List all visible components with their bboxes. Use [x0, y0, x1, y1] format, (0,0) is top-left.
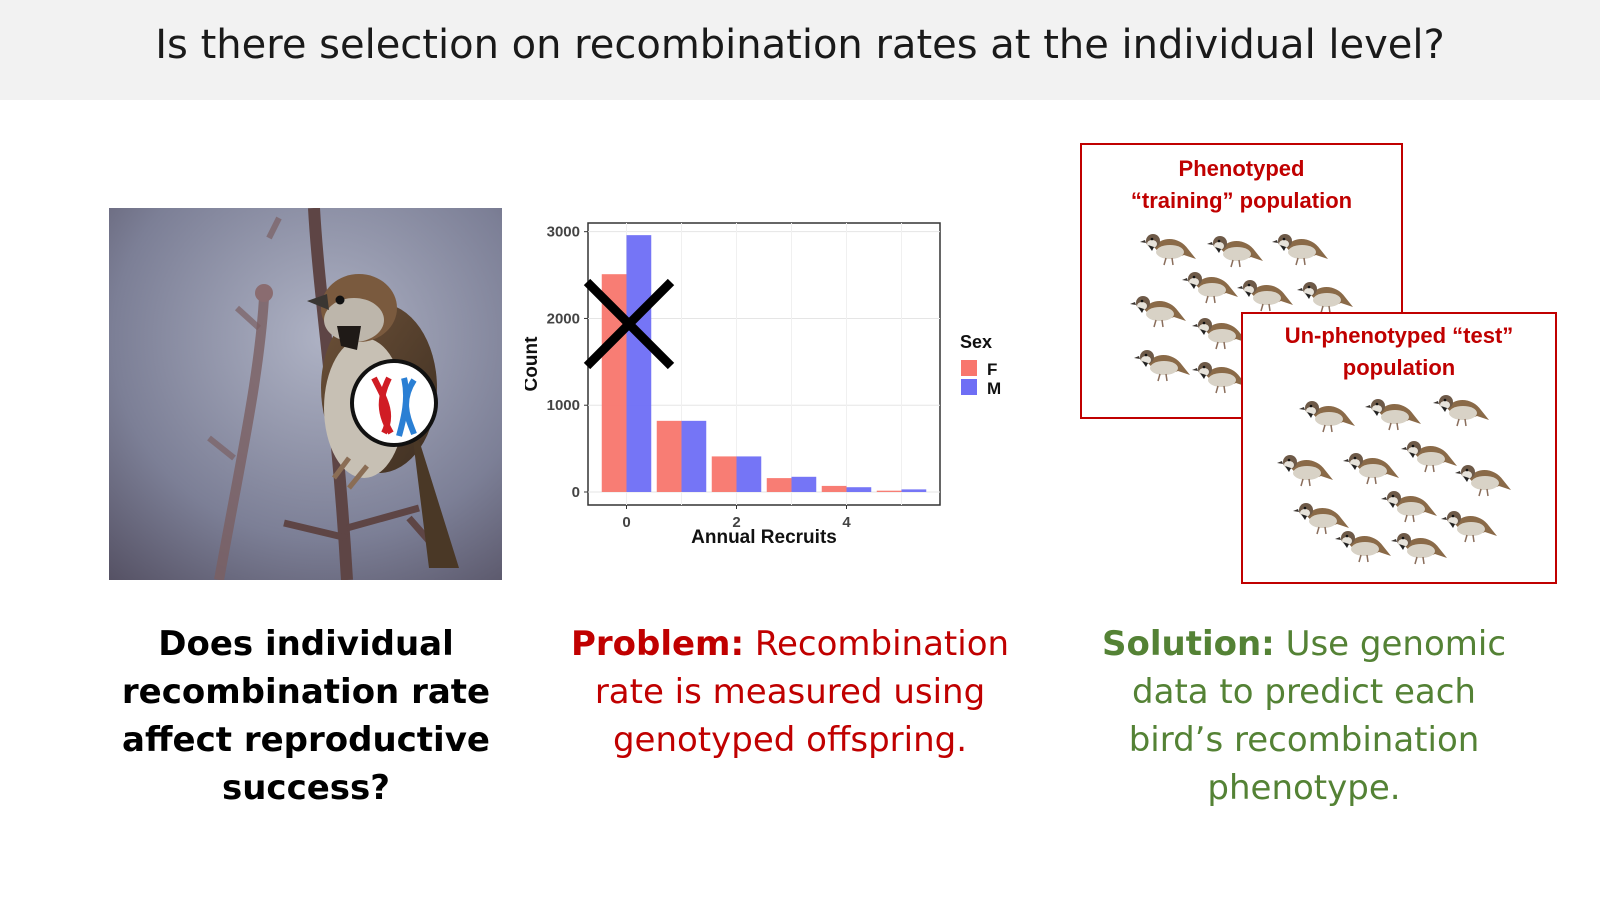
y-tick-labels: 0 1000 2000 3000: [547, 224, 580, 501]
sparrow-icon: [1433, 386, 1491, 430]
solution-text: Use genomic data to predict each bird’s …: [1128, 624, 1507, 808]
sparrow-icon: [1299, 392, 1357, 436]
sparrow-icon: [1401, 432, 1459, 476]
title-band: [0, 0, 1600, 100]
legend-label-m: M: [987, 379, 1001, 398]
sparrow-icon: [1343, 444, 1401, 488]
sparrow-icon: [1192, 309, 1250, 353]
problem-caption: Problem: Recombination rate is measured …: [570, 620, 1010, 764]
sparrow-icon: [1391, 524, 1449, 568]
bar-m-0: [626, 235, 652, 492]
x-axis-label: Annual Recruits: [691, 527, 837, 548]
sparrow-icon: [1297, 273, 1355, 317]
y-tick-label: 0: [572, 484, 580, 501]
sparrow-icon: [1335, 522, 1393, 566]
y-axis-label: Count: [525, 336, 542, 392]
x-tick-label: 2: [732, 514, 740, 531]
sparrow-icon: [1455, 456, 1513, 500]
bar-f-5: [876, 490, 902, 492]
legend-swatch-f: [961, 360, 977, 376]
test-population-box: Un-phenotyped “test” population: [1241, 312, 1557, 584]
sparrow-icon: [1365, 390, 1423, 434]
bar-m-5: [901, 489, 927, 492]
x-tick-label: 0: [622, 514, 630, 531]
sparrow-icon: [1441, 502, 1499, 546]
y-tick-label: 3000: [547, 224, 580, 241]
sparrow-icon: [1140, 225, 1198, 269]
chromosome-badge-icon: [350, 359, 438, 447]
sparrow-icon: [1293, 494, 1351, 538]
y-tick-label: 2000: [547, 310, 580, 327]
bar-m-2: [736, 456, 762, 492]
bar-f-2: [711, 456, 737, 492]
legend-label-f: F: [987, 360, 997, 379]
bar-f-4: [821, 485, 847, 492]
bar-f-1: [656, 420, 682, 492]
bars: [601, 235, 927, 492]
legend-title: Sex: [960, 332, 992, 352]
problem-text: Recombination rate is measured using gen…: [594, 624, 1010, 760]
slide-title: Is there selection on recombination rate…: [155, 22, 1445, 68]
bar-m-4: [846, 487, 872, 492]
left-caption: Does individual recombination rate affec…: [121, 624, 491, 808]
test-title-line1: Un-phenotyped “test”: [1284, 323, 1514, 348]
bar-m-3: [791, 476, 817, 492]
sparrow-icon: [1237, 271, 1295, 315]
problem-label: Problem:: [570, 624, 745, 664]
x-tick-label: 4: [842, 514, 851, 531]
solution-caption: Solution: Use genomic data to predict ea…: [1084, 620, 1524, 812]
sparrow-icon: [1130, 287, 1188, 331]
sparrow-icon: [1134, 341, 1192, 385]
sparrow-icon: [1192, 353, 1250, 397]
sparrow-icon: [1381, 482, 1439, 526]
sparrow-icon: [1277, 446, 1335, 490]
x-tick-labels: 0 2 4: [622, 514, 851, 531]
bar-f-3: [766, 478, 792, 492]
cross-out-mark: [583, 278, 675, 370]
sparrow-photo: [109, 208, 502, 580]
sparrow-icon: [1182, 263, 1240, 307]
y-tick-label: 1000: [547, 397, 580, 414]
sparrow-icon: [1272, 225, 1330, 269]
bar-m-1: [681, 420, 707, 492]
legend-swatch-m: [961, 379, 977, 395]
solution-label: Solution:: [1101, 624, 1275, 664]
training-title-line2: “training” population: [1130, 188, 1353, 213]
sparrow-icon: [1207, 227, 1265, 271]
training-title-line1: Phenotyped: [1178, 156, 1305, 181]
test-title-line2: population: [1342, 355, 1456, 380]
